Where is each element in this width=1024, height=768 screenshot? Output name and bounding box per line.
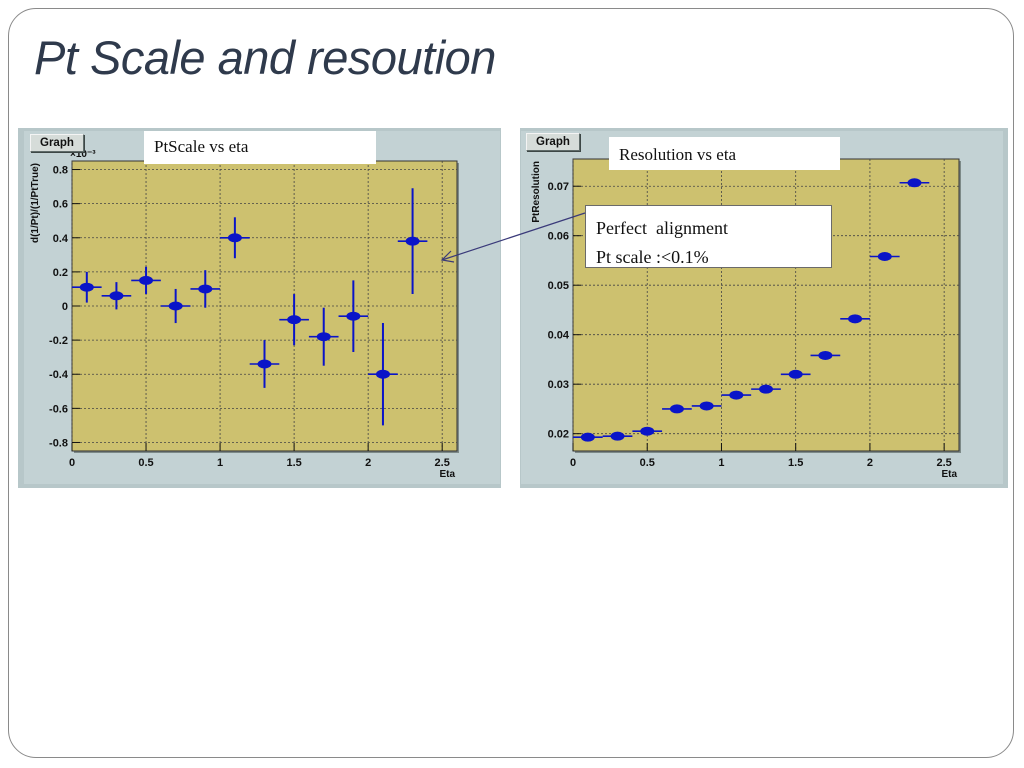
resolution-ytick-label: 0.02 bbox=[548, 429, 569, 441]
resolution-point-9 bbox=[848, 314, 863, 324]
ptscale-point-9 bbox=[346, 311, 361, 321]
resolution-ylabel: PtResolution bbox=[531, 161, 542, 223]
ptscale-point-5 bbox=[227, 233, 242, 243]
ptscale-ytick-label: -0.4 bbox=[49, 369, 69, 381]
ptscale-point-7 bbox=[287, 315, 302, 325]
ptscale-ytick-label: 0.4 bbox=[53, 233, 69, 245]
resolution-xtick-label: 0.5 bbox=[640, 457, 655, 469]
resolution-label: Resolution vs eta bbox=[609, 137, 840, 170]
ptscale-ytick-label: 0.8 bbox=[53, 165, 68, 177]
ptscale-xtick-label: 0 bbox=[69, 457, 75, 469]
resolution-point-4 bbox=[699, 401, 714, 411]
ptscale-xtick-label: 2.5 bbox=[435, 457, 450, 469]
resolution-xtick-label: 1 bbox=[718, 457, 724, 469]
ptscale-point-2 bbox=[139, 275, 154, 285]
resolution-plot-area bbox=[572, 158, 960, 452]
graph-button-left[interactable]: Graph bbox=[30, 134, 84, 152]
resolution-ytick-label: 0.04 bbox=[548, 330, 570, 342]
ptscale-xtick-label: 1 bbox=[217, 457, 223, 469]
resolution-point-5 bbox=[729, 390, 744, 400]
ptscale-xtick-label: 2 bbox=[365, 457, 371, 469]
graph-button-right[interactable]: Graph bbox=[526, 133, 580, 151]
resolution-point-8 bbox=[818, 350, 833, 360]
figure-gap bbox=[501, 128, 520, 488]
ptscale-point-4 bbox=[198, 284, 213, 294]
ptscale-xlabel: Eta bbox=[439, 469, 455, 480]
resolution-xtick-label: 0 bbox=[570, 457, 576, 469]
ptscale-ylabel: d(1/Pt)/(1/PtTrue) bbox=[30, 163, 41, 243]
resolution-point-1 bbox=[610, 431, 625, 441]
resolution-xtick-label: 2.5 bbox=[937, 457, 952, 469]
resolution-point-7 bbox=[788, 369, 803, 379]
ptscale-y-multiplier: ×10⁻³ bbox=[70, 149, 96, 160]
ptscale-label: PtScale vs eta bbox=[144, 131, 376, 164]
resolution-ytick-label: 0.07 bbox=[548, 181, 569, 193]
ptscale-ytick-label: -0.8 bbox=[49, 437, 68, 449]
ptscale-point-10 bbox=[375, 369, 390, 379]
ptscale-xtick-label: 1.5 bbox=[286, 457, 301, 469]
ptscale-ytick-label: 0 bbox=[62, 301, 68, 313]
note-line-2: Pt scale :<0.1% bbox=[596, 247, 709, 267]
resolution-point-2 bbox=[640, 426, 655, 436]
ptscale-ytick-label: -0.6 bbox=[49, 403, 68, 415]
note-line-1: Perfect alignment bbox=[596, 218, 728, 238]
ptscale-point-11 bbox=[405, 236, 420, 246]
ptscale-xtick-label: 0.5 bbox=[138, 457, 153, 469]
ptscale-chart: 0 0.5 1 1.5 2 2.5 -0.8 -0.6 -0.4 -0.2 0 0.2 0.4 0.6 0.… bbox=[30, 149, 459, 480]
ptscale-ytick-label: 0.6 bbox=[53, 199, 68, 211]
alignment-note: Perfect alignment Pt scale :<0.1% bbox=[585, 205, 832, 268]
ptscale-point-3 bbox=[168, 301, 183, 311]
resolution-chart: 0 0.5 1 1.5 2 2.5 0.02 0.03 0.04 0.05 0.06 0.07 Eta P… bbox=[531, 158, 961, 480]
resolution-ytick-label: 0.06 bbox=[548, 231, 569, 243]
resolution-point-11 bbox=[907, 178, 922, 188]
resolution-xtick-label: 2 bbox=[867, 457, 873, 469]
ptscale-point-8 bbox=[316, 332, 331, 342]
ptscale-point-1 bbox=[109, 291, 124, 301]
ptscale-ytick-label: 0.2 bbox=[53, 267, 68, 279]
ptscale-ytick-label: -0.2 bbox=[49, 335, 68, 347]
ptscale-point-6 bbox=[257, 359, 272, 369]
resolution-point-6 bbox=[759, 384, 773, 394]
resolution-point-0 bbox=[580, 432, 595, 442]
resolution-xlabel: Eta bbox=[941, 469, 957, 480]
resolution-point-10 bbox=[877, 251, 892, 261]
ptscale-point-0 bbox=[79, 282, 94, 292]
resolution-point-3 bbox=[669, 404, 684, 414]
resolution-ytick-label: 0.03 bbox=[548, 379, 569, 391]
slide-title: Pt Scale and resoution bbox=[34, 31, 496, 84]
resolution-xtick-label: 1.5 bbox=[788, 457, 803, 469]
resolution-ytick-label: 0.05 bbox=[548, 280, 569, 292]
